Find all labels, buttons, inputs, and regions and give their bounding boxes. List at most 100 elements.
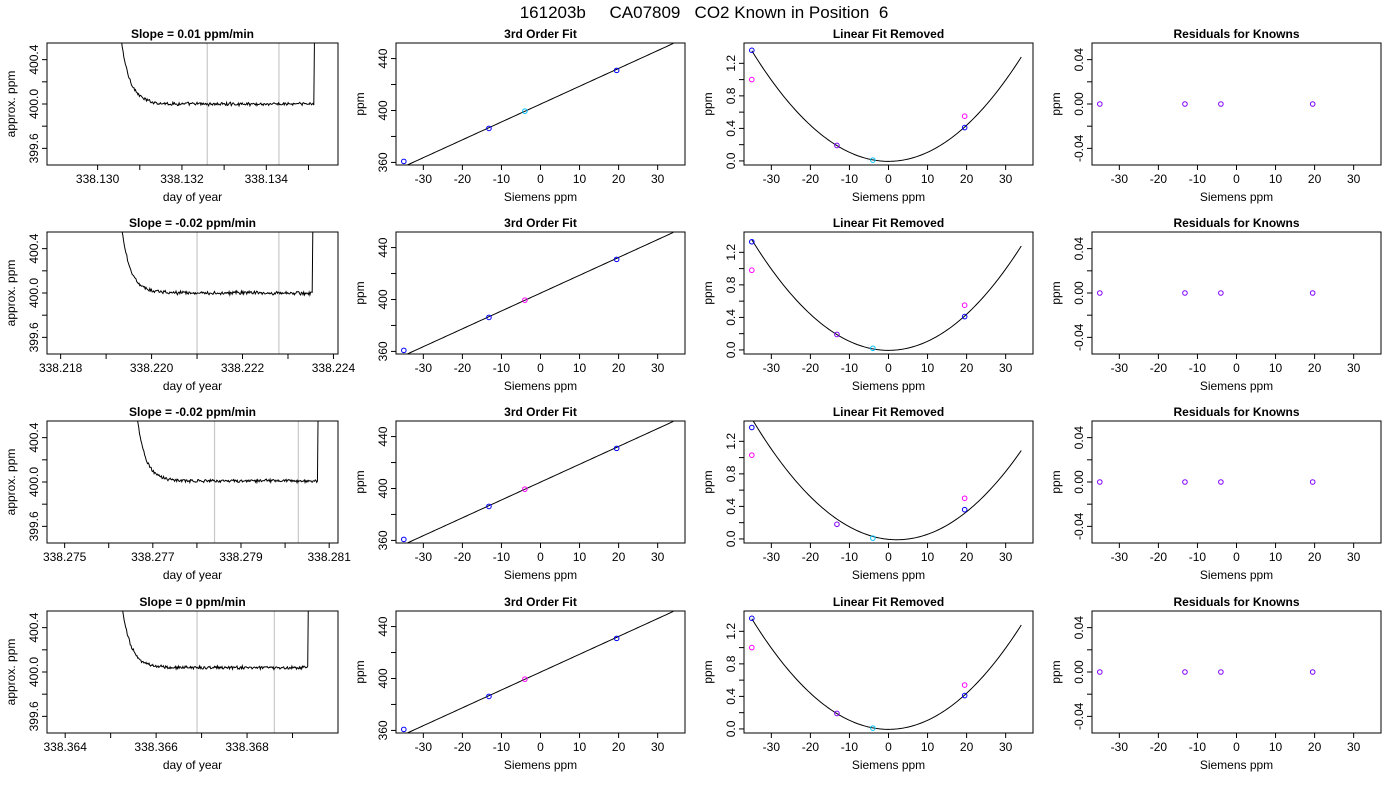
panel-title: Linear Fit Removed bbox=[833, 405, 944, 419]
data-point bbox=[613, 445, 620, 452]
x-tick-label: 20 bbox=[960, 172, 974, 186]
y-tick-label: -0.04 bbox=[1072, 702, 1086, 730]
plot-frame bbox=[1091, 610, 1382, 734]
x-tick-label: 10 bbox=[921, 361, 935, 375]
data-point bbox=[834, 521, 840, 528]
data-point bbox=[749, 47, 755, 54]
x-axis-label: day of year bbox=[163, 379, 222, 393]
plot-frame bbox=[1091, 42, 1382, 166]
panel-residuals-row-3: -30 -20 -10 0 10 20 30 -0.04 0.00 0.04 Residuals f… bbox=[1049, 405, 1382, 582]
x-tick-label: -30 bbox=[763, 361, 781, 375]
y-tick-label: 399.6 bbox=[27, 133, 41, 163]
data-point bbox=[961, 113, 968, 119]
data-point bbox=[834, 710, 840, 717]
x-tick-label: 20 bbox=[1308, 550, 1322, 564]
data-point bbox=[961, 124, 968, 131]
y-tick-label: 0.8 bbox=[724, 655, 738, 672]
data-point bbox=[1182, 479, 1188, 485]
y-tick-label: 360 bbox=[376, 720, 390, 740]
x-tick-label: 0 bbox=[537, 172, 544, 186]
data-point bbox=[1182, 101, 1188, 107]
x-tick-label: 338.218 bbox=[39, 361, 83, 375]
figure-title: 161203b CA07809 CO2 Known in Position 6 bbox=[520, 3, 889, 22]
panel-title: Slope = -0.02 ppm/min bbox=[129, 216, 256, 230]
data-point bbox=[522, 676, 528, 682]
panel-title: Residuals for Knowns bbox=[1173, 216, 1299, 230]
data-point bbox=[613, 256, 620, 263]
x-tick-label: -10 bbox=[1189, 740, 1207, 754]
x-tick-label: 30 bbox=[1347, 172, 1361, 186]
y-axis-label: ppm bbox=[1049, 92, 1063, 115]
x-tick-label: 20 bbox=[612, 740, 626, 754]
plot-frame bbox=[46, 610, 339, 734]
x-tick-label: 10 bbox=[573, 361, 587, 375]
panel-title: 3rd Order Fit bbox=[504, 27, 577, 41]
plot-area bbox=[752, 421, 1022, 541]
x-tick-label: 0 bbox=[537, 550, 544, 564]
y-tick-label: 400 bbox=[376, 289, 390, 309]
x-tick-label: 30 bbox=[999, 550, 1013, 564]
data-point bbox=[1097, 290, 1103, 296]
y-axis-label: ppm bbox=[1049, 281, 1063, 304]
plot-frame bbox=[743, 231, 1034, 355]
plot-area bbox=[406, 421, 674, 543]
data-point bbox=[401, 158, 407, 165]
y-tick-label: 1.2 bbox=[724, 623, 738, 640]
y-tick-label: 0.0 bbox=[724, 341, 738, 358]
y-tick-label: 0.04 bbox=[1072, 48, 1086, 72]
plot-frame bbox=[1091, 231, 1382, 355]
y-tick-label: 400.0 bbox=[27, 467, 41, 497]
plot-frame bbox=[1091, 420, 1382, 544]
y-tick-label: 0.8 bbox=[724, 465, 738, 482]
data-point bbox=[1309, 101, 1316, 107]
plot-frame bbox=[46, 420, 339, 544]
x-tick-label: -20 bbox=[454, 740, 472, 754]
fit-curve bbox=[751, 618, 1022, 730]
panel-title: Residuals for Knowns bbox=[1173, 595, 1299, 609]
data-point bbox=[834, 331, 840, 338]
data-point bbox=[486, 314, 492, 321]
data-point bbox=[1182, 290, 1188, 296]
y-axis-label: ppm bbox=[701, 281, 715, 304]
y-axis-label: approx. ppm bbox=[4, 639, 18, 706]
data-point bbox=[749, 238, 755, 245]
x-tick-label: -30 bbox=[415, 172, 433, 186]
panel-residuals-row-1: -30 -20 -10 0 10 20 30 -0.04 0.00 0.04 Residuals f… bbox=[1049, 27, 1382, 204]
x-axis-label: Siemens ppm bbox=[1200, 758, 1273, 772]
plot-area bbox=[406, 43, 674, 165]
panel-trace-row-4: 338.364 338.366 338.368 399.6 400.0 400.4 Slop… bbox=[4, 595, 339, 772]
data-point bbox=[522, 108, 528, 114]
panel-removed-row-2: -30 -20 -10 0 10 20 30 0.0 0.4 0.8 1.2 Linear Fit R… bbox=[701, 216, 1034, 393]
y-tick-label: 360 bbox=[376, 341, 390, 361]
fit-curve bbox=[751, 50, 1022, 162]
panel-trace-row-3: 338.275 338.277 338.279 338.281 399.6 400.0 40… bbox=[4, 405, 351, 582]
plot-frame bbox=[743, 42, 1034, 166]
data-point bbox=[401, 726, 407, 733]
y-tick-label: 0.00 bbox=[1072, 470, 1086, 494]
fit-curve bbox=[406, 232, 674, 354]
y-tick-label: -0.04 bbox=[1072, 323, 1086, 351]
x-tick-label: 10 bbox=[573, 740, 587, 754]
panel-fit-row-3: -30 -20 -10 0 10 20 30 360 400 440 3rd Order Fit Si… bbox=[353, 405, 686, 582]
x-tick-label: -20 bbox=[802, 172, 820, 186]
x-tick-label: -10 bbox=[493, 740, 511, 754]
x-tick-label: -10 bbox=[841, 550, 859, 564]
y-axis-label: ppm bbox=[701, 470, 715, 493]
data-point bbox=[1218, 101, 1224, 107]
data-point bbox=[961, 692, 968, 699]
data-point bbox=[486, 693, 492, 700]
x-axis-label: day of year bbox=[163, 568, 222, 582]
y-tick-label: 0.4 bbox=[724, 309, 738, 326]
x-tick-label: -30 bbox=[1111, 172, 1129, 186]
plot-frame bbox=[743, 420, 1034, 544]
x-tick-label: 30 bbox=[1347, 550, 1361, 564]
y-tick-label: 399.6 bbox=[27, 701, 41, 731]
x-tick-label: -20 bbox=[802, 361, 820, 375]
y-tick-label: 440 bbox=[376, 616, 390, 636]
data-point bbox=[1182, 669, 1188, 675]
y-tick-label: 0.04 bbox=[1072, 616, 1086, 640]
x-tick-label: -10 bbox=[841, 172, 859, 186]
x-tick-label: 30 bbox=[651, 740, 665, 754]
y-tick-label: 400 bbox=[376, 100, 390, 120]
